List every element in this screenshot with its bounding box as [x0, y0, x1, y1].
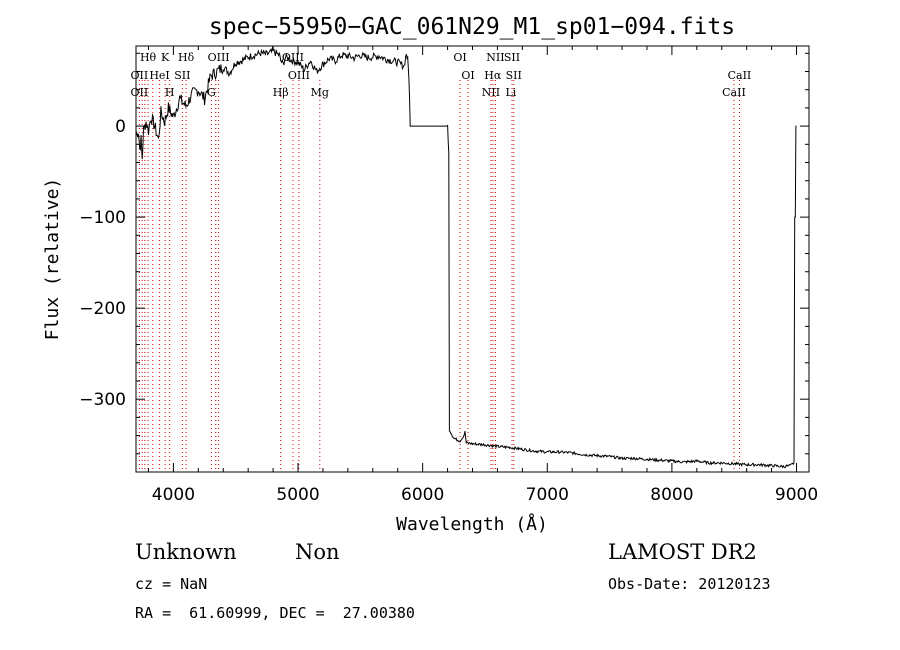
class-label: Unknown: [135, 540, 237, 564]
x-tick-label: 8000: [650, 485, 693, 505]
marker-label: SII: [506, 69, 522, 82]
marker-label: OI: [461, 69, 474, 82]
marker-label: SII: [504, 51, 520, 64]
marker-label: CaII: [728, 69, 752, 82]
spectrum-series: [136, 46, 797, 469]
y-tick-label: −300: [79, 390, 126, 410]
survey-label: LAMOST DR2: [608, 540, 757, 564]
x-tick-label: 4000: [152, 485, 195, 505]
marker-label: Hθ: [140, 51, 157, 64]
x-axis-ticks: 4000 5000 6000 7000 8000 9000: [147, 46, 818, 505]
marker-label: OIII: [288, 69, 310, 82]
marker-label: NII: [486, 51, 504, 64]
marker-label: K: [161, 51, 170, 64]
coordinates-label: RA = 61.60999, DEC = 27.00380: [135, 604, 415, 622]
marker-label: Hβ: [273, 86, 289, 99]
marker-label: G: [207, 86, 216, 99]
marker-label: OIII: [208, 51, 230, 64]
marker-label: OII: [131, 69, 149, 82]
marker-label: H: [165, 86, 175, 99]
chart-title: spec−55950−GAC_061N29_M1_sp01−094.fits: [209, 14, 735, 40]
y-axis-label: Flux (relative): [42, 178, 63, 341]
marker-label: HeI: [149, 69, 169, 82]
plot-frame: [135, 45, 810, 473]
marker-label: CaII: [722, 86, 746, 99]
redshift-label: cz = NaN: [135, 575, 208, 593]
marker-label: SII: [174, 69, 190, 82]
y-tick-label: −200: [79, 299, 126, 319]
y-tick-label: −100: [79, 208, 126, 228]
spectrum-line: [136, 46, 797, 469]
x-tick-label: 7000: [526, 485, 569, 505]
obs-date-label: Obs-Date: 20120123: [608, 575, 771, 593]
marker-label: OII: [131, 86, 149, 99]
x-axis-label: Wavelength (Å): [396, 513, 548, 535]
x-tick-label: 5000: [276, 485, 319, 505]
y-axis-ticks: 0 −100 −200 −300: [79, 52, 809, 455]
emission-line-markers: [138, 80, 740, 472]
marker-label: NII: [482, 86, 500, 99]
marker-label: Mg: [311, 86, 329, 99]
marker-label: Hα: [484, 69, 502, 82]
x-tick-label: 6000: [401, 485, 444, 505]
x-tick-label: 9000: [775, 485, 818, 505]
marker-label: OI: [453, 51, 466, 64]
marker-label: Li: [505, 86, 516, 99]
subclass-label: Non: [295, 540, 340, 564]
marker-label: Hδ: [178, 51, 195, 64]
y-tick-label: 0: [115, 117, 126, 137]
